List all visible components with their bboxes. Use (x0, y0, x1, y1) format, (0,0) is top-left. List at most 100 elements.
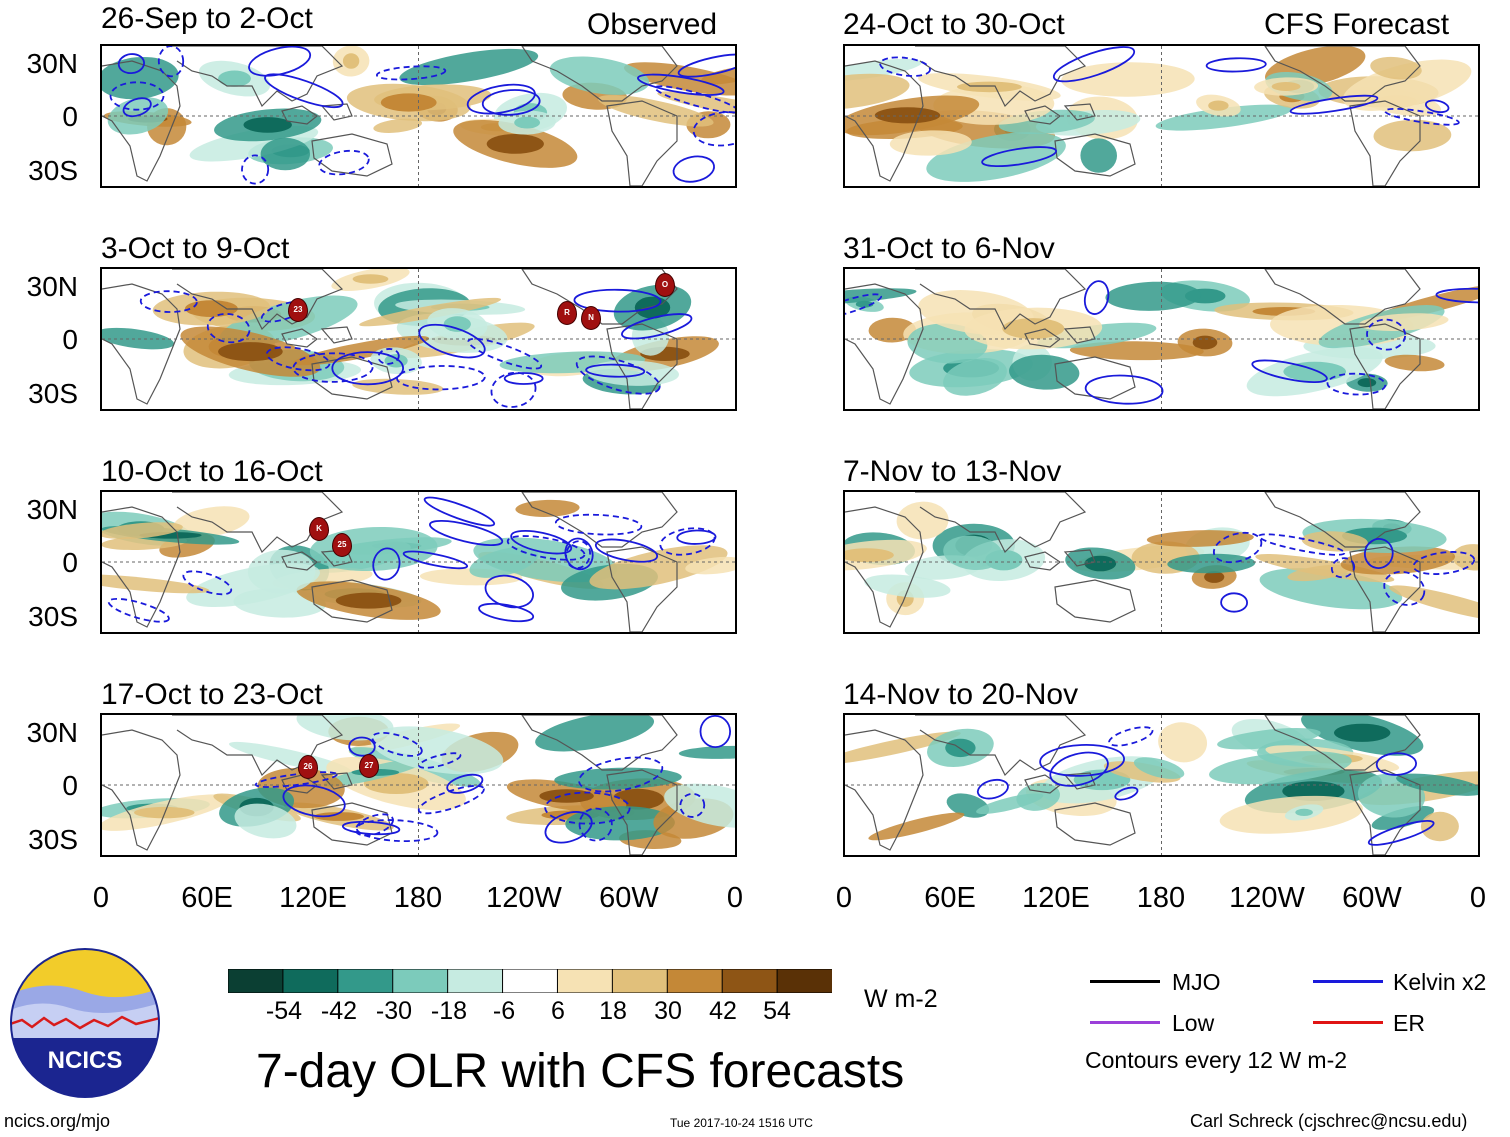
kelvin-contour (1084, 374, 1164, 405)
lon-label-left-180: 180 (393, 882, 443, 914)
map-panel-fc-2 (843, 267, 1480, 411)
kelvin-contour (654, 85, 735, 114)
kelvin-contour (371, 732, 423, 757)
kelvin-contour (157, 46, 185, 78)
footer-url[interactable]: ncics.org/mjo (4, 1111, 111, 1131)
coastline (102, 506, 181, 628)
coastline (606, 769, 678, 855)
olr-anomaly-patch (1389, 585, 1478, 622)
coastline (1264, 492, 1421, 548)
olr-anomaly-patch (296, 715, 394, 741)
legend-label-kelvin: Kelvin x2 (1393, 969, 1487, 995)
olr-anomaly-patch (1209, 751, 1352, 785)
kelvin-contour (490, 371, 537, 408)
kelvin-contour (122, 97, 152, 118)
lat-label-eq: 0 (62, 770, 78, 801)
panel-title-obs-4: 17-Oct to 23-Oct (101, 678, 323, 711)
olr-anomaly-core (1282, 781, 1345, 801)
olr-anomaly-core (443, 316, 471, 332)
kelvin-contour (348, 736, 376, 757)
olr-anomaly-core (1295, 808, 1313, 816)
lat-label-30s: 30S (28, 155, 78, 186)
legend-label-er: ER (1393, 1010, 1425, 1036)
colorbar-label: 18 (599, 997, 627, 1025)
olr-anomaly-patch (229, 741, 351, 774)
coastline (102, 729, 181, 851)
coastline (311, 579, 393, 623)
olr-anomaly-patch (370, 726, 504, 775)
olr-anomaly-patch (1370, 56, 1422, 80)
kelvin-contour (544, 791, 631, 825)
coastline (172, 46, 344, 108)
lon-label-right-120w: 120W (1229, 882, 1305, 914)
map-panel-obs-1 (100, 44, 737, 188)
olr-anomaly-patch (1146, 530, 1254, 547)
kelvin-contour (418, 323, 486, 359)
ncics-logo: NCICS (10, 948, 160, 1098)
colorbar-swatch (611, 968, 669, 994)
olr-anomaly-patch (1080, 138, 1117, 173)
olr-anomaly-patch (1420, 811, 1459, 842)
lon-label-right-60e: 60E (924, 882, 976, 914)
panel-title-fc-3: 7-Nov to 13-Nov (843, 455, 1062, 488)
coastline (915, 46, 1087, 108)
colorbar (227, 968, 834, 994)
olr-anomaly-patch (515, 499, 580, 517)
olr-map (102, 269, 735, 409)
olr-anomaly-patch (678, 745, 735, 759)
kelvin-contour (396, 365, 486, 391)
coastline (172, 269, 344, 331)
olr-anomaly-core (1204, 571, 1225, 583)
kelvin-contour (981, 146, 1057, 168)
coastline (845, 729, 924, 851)
panel-title-obs-1: 26-Sep to 2-Oct (101, 2, 313, 35)
colorbar-swatch (282, 968, 339, 994)
logo-text: NCICS (48, 1047, 123, 1074)
kelvin-contour (266, 346, 331, 372)
kelvin-contour (575, 355, 661, 395)
footer-credit: Carl Schreck (cjschrec@ncsu.edu) (1190, 1111, 1468, 1131)
legend-line-kelvin (1313, 980, 1383, 983)
olr-map (102, 46, 735, 186)
kelvin-contour (429, 519, 504, 547)
coastline (281, 551, 319, 571)
kelvin-contour (254, 771, 338, 788)
kelvin-contour (418, 752, 462, 769)
kelvin-contour (510, 529, 573, 555)
kelvin-contour (466, 83, 536, 115)
olr-anomaly-patch (260, 137, 310, 171)
coastline (1063, 549, 1096, 567)
kelvin-contour (1424, 99, 1450, 114)
kelvin-contour (109, 81, 165, 111)
coastline (1024, 551, 1062, 571)
olr-anomaly-patch (1167, 553, 1256, 574)
colorbar-label: -42 (320, 997, 358, 1025)
lon-label-right-360: 0 (1469, 882, 1487, 914)
lon-label-left-120w: 120W (486, 882, 562, 914)
lat-label-30s: 30S (28, 378, 78, 409)
coastline (915, 715, 1087, 777)
coastline (915, 492, 1087, 554)
olr-anomaly-patch (234, 803, 297, 839)
kelvin-contour (282, 784, 346, 818)
kelvin-contour (676, 529, 717, 545)
coastline (102, 60, 181, 182)
coastline (521, 715, 678, 771)
kelvin-contour (1375, 752, 1417, 776)
kelvin-contour (331, 351, 404, 386)
map-panel-obs-2 (100, 267, 737, 411)
olr-anomaly-patch (845, 288, 917, 306)
colorbar-label: -18 (430, 997, 468, 1025)
olr-anomaly-patch (535, 715, 655, 752)
coastline (172, 715, 344, 777)
kelvin-contour (506, 535, 586, 561)
coastline (1063, 772, 1096, 790)
colorbar-label: 6 (551, 997, 565, 1025)
coastline (281, 328, 319, 348)
kelvin-contour (1205, 57, 1267, 73)
coastline (320, 326, 353, 344)
coastline (1063, 103, 1096, 121)
storm-marker: O (655, 273, 675, 297)
olr-anomaly-patch (1105, 281, 1202, 311)
olr-anomaly-patch (896, 501, 949, 540)
